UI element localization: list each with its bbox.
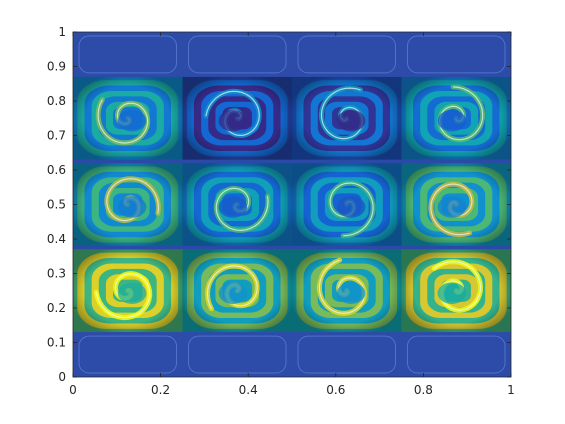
boundary-contour: [188, 35, 287, 74]
x-tick-label: 1: [507, 383, 515, 397]
x-tick-label: 0.4: [239, 383, 258, 397]
vortex-shading: [182, 76, 292, 160]
y-axis: 0 0.1 0.2 0.3 0.4 0.5 0.6 0.7 0.8 0.9 1: [47, 25, 66, 384]
y-tick-label: 0.2: [47, 301, 66, 315]
boundary-contour: [297, 335, 396, 374]
heatmap-plot-area: [73, 32, 511, 377]
y-tick-label: 0.9: [47, 60, 66, 74]
vortex-shading: [73, 163, 183, 246]
x-axis: 0 0.2 0.4 0.6 0.8 1: [69, 383, 515, 397]
boundary-band: [73, 32, 511, 77]
x-tick-label: 0.8: [414, 383, 433, 397]
vortex-shading: [182, 163, 292, 246]
vortex-shading: [73, 76, 183, 160]
vortex-shading: [401, 76, 511, 160]
vortex-shading: [292, 76, 402, 160]
vortex-shading: [401, 163, 511, 246]
boundary-contour: [407, 35, 506, 74]
vortex-cell: [292, 249, 402, 333]
boundary-contour: [188, 335, 287, 374]
vortex-cell: [292, 76, 402, 160]
x-tick-label: 0.6: [326, 383, 345, 397]
x-tick-label: 0.2: [151, 383, 170, 397]
vortex-shading: [73, 249, 183, 333]
tick-marks: [72, 31, 512, 378]
y-tick-label: 1: [58, 25, 66, 39]
boundary-contour: [78, 335, 177, 374]
boundary-bands: [73, 32, 511, 377]
vortex-shading: [292, 249, 402, 333]
y-tick-label: 0.5: [47, 198, 66, 212]
vortex-shading: [401, 249, 511, 333]
vortex-shading: [182, 249, 292, 333]
vortex-cell: [182, 76, 292, 160]
vortex-cell: [182, 249, 292, 333]
vortex-cell: [73, 76, 183, 160]
vortex-cell: [401, 163, 511, 246]
vortex-cell: [73, 163, 183, 246]
boundary-contour: [407, 335, 506, 374]
y-tick-label: 0.1: [47, 336, 66, 350]
boundary-contour: [78, 35, 177, 74]
vortex-cell: [292, 163, 402, 246]
vortex-cell: [182, 163, 292, 246]
y-tick-label: 0.7: [47, 129, 66, 143]
y-tick-label: 0.6: [47, 163, 66, 177]
y-tick-label: 0.4: [47, 232, 66, 246]
vortex-shading: [292, 163, 402, 246]
boundary-band: [73, 332, 511, 377]
vortex-cell: [401, 249, 511, 333]
boundary-contour: [297, 35, 396, 74]
vortex-cell: [73, 249, 183, 333]
y-tick-label: 0: [58, 370, 66, 384]
vortex-cell: [401, 76, 511, 160]
y-tick-label: 0.3: [47, 267, 66, 281]
x-tick-label: 0: [69, 383, 77, 397]
y-tick-label: 0.8: [47, 94, 66, 108]
vortex-cells: [73, 76, 511, 333]
